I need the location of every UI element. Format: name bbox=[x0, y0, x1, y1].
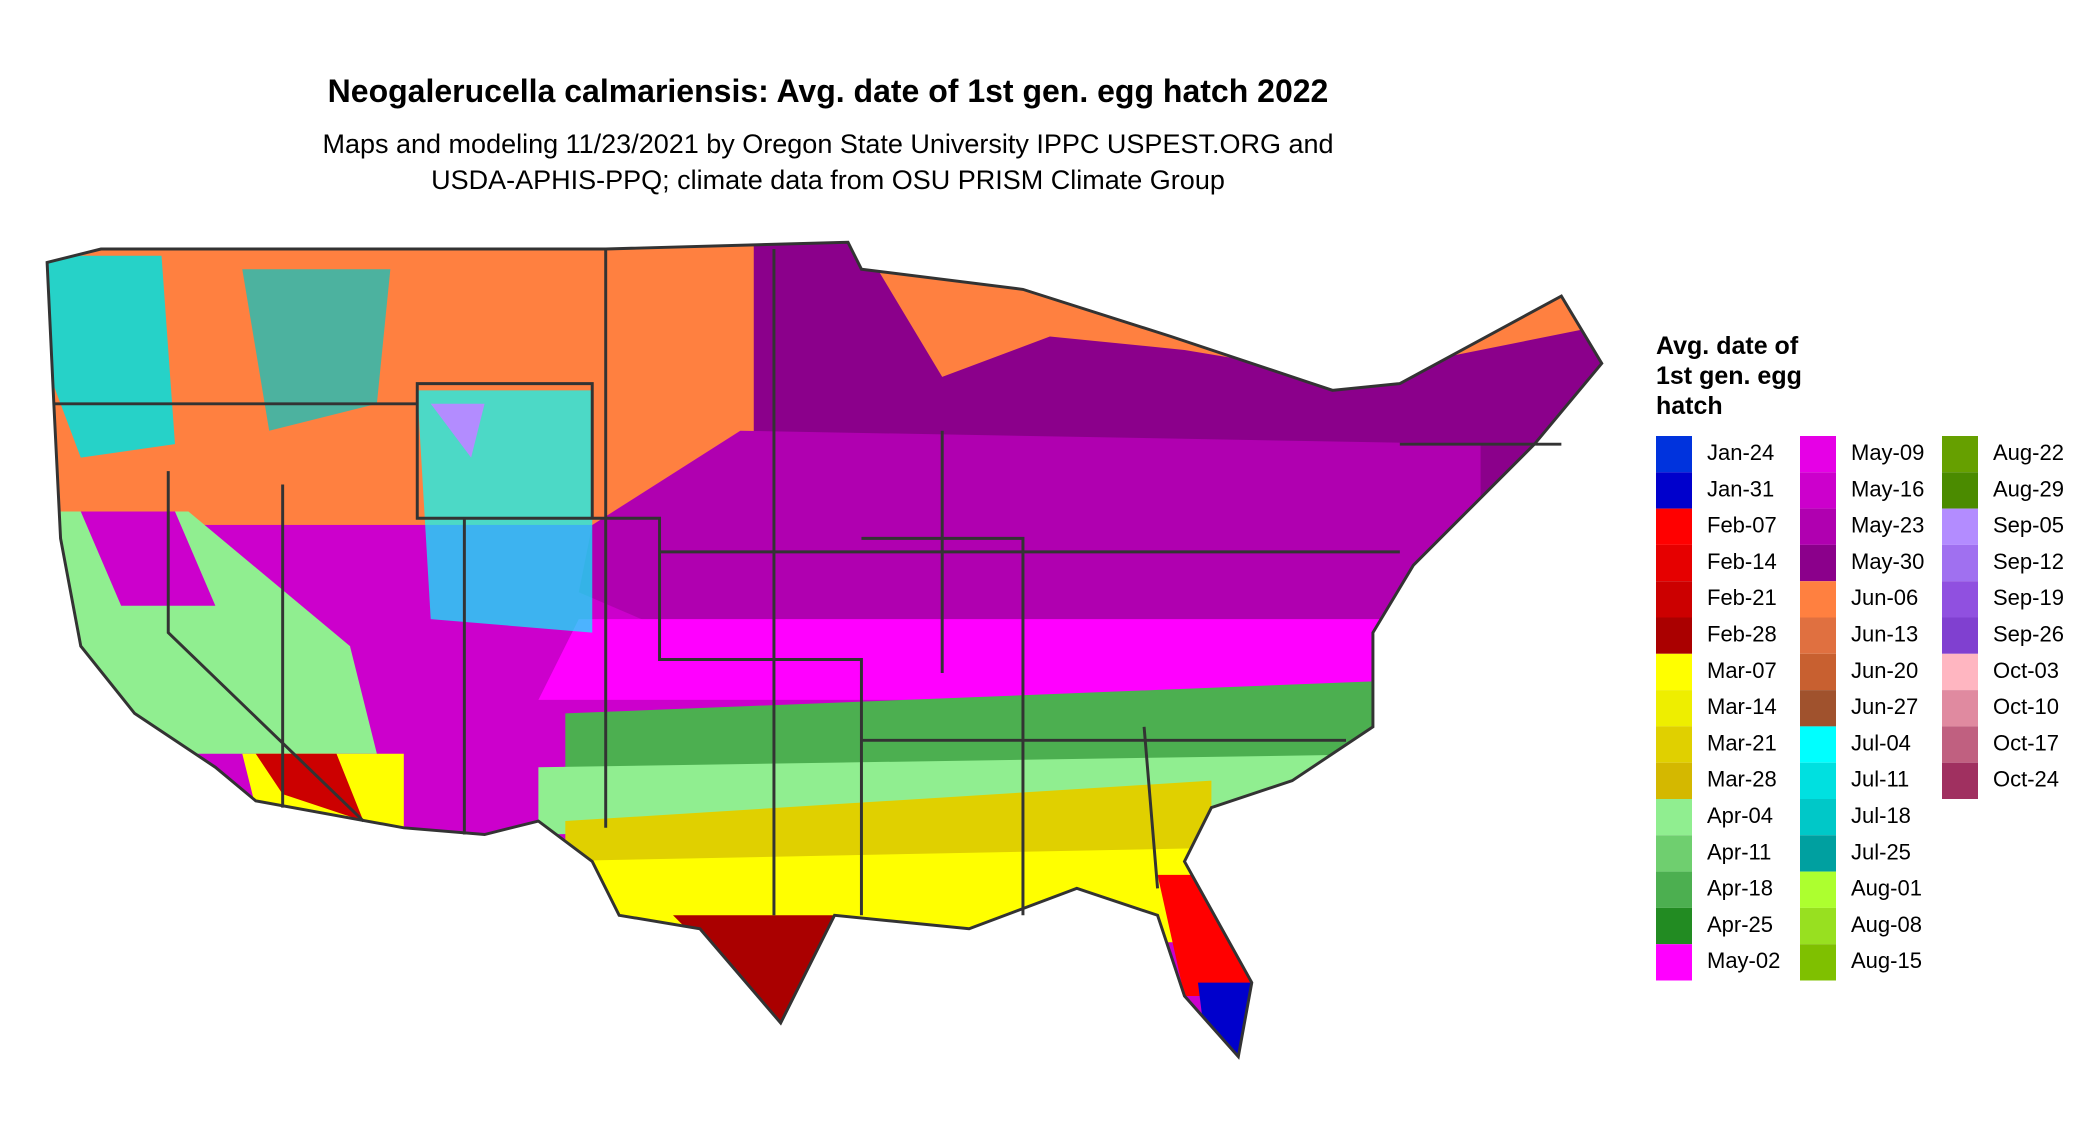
legend-label: May-16 bbox=[1851, 476, 1924, 501]
legend-swatch bbox=[1942, 581, 1978, 618]
legend-swatch bbox=[1942, 436, 1978, 473]
legend-label: Jan-31 bbox=[1707, 476, 1774, 501]
legend-label: Aug-08 bbox=[1851, 912, 1922, 937]
legend-label: Jan-24 bbox=[1707, 440, 1774, 465]
map-subtitle: Maps and modeling 11/23/2021 by Oregon S… bbox=[322, 129, 1333, 159]
legend-swatch bbox=[1656, 726, 1692, 763]
legend-swatch bbox=[1800, 799, 1836, 836]
legend-label: Mar-21 bbox=[1707, 730, 1777, 755]
legend-label: Mar-14 bbox=[1707, 694, 1777, 719]
legend-label: May-09 bbox=[1851, 440, 1924, 465]
legend: Avg. date of 1st gen. egg hatch Jan-24 Ja… bbox=[1656, 332, 2064, 981]
map bbox=[45, 240, 1604, 1060]
map-subtitle: USDA-APHIS-PPQ; climate data from OSU PR… bbox=[431, 165, 1225, 195]
legend-label: May-02 bbox=[1707, 948, 1780, 973]
legend-label: Aug-15 bbox=[1851, 948, 1922, 973]
legend-label: Aug-22 bbox=[1993, 440, 2064, 465]
legend-label: Jun-06 bbox=[1851, 585, 1918, 610]
legend-swatch bbox=[1942, 544, 1978, 582]
legend-swatch bbox=[1800, 871, 1836, 908]
legend-label: Apr-04 bbox=[1707, 803, 1773, 828]
legend-swatch bbox=[1800, 762, 1836, 799]
legend-swatch bbox=[1800, 690, 1836, 727]
legend-swatch bbox=[1942, 472, 1978, 509]
legend-swatch bbox=[1800, 617, 1836, 654]
legend-label: Jun-13 bbox=[1851, 621, 1918, 646]
legend-swatch bbox=[1800, 907, 1836, 945]
legend-label: Oct-17 bbox=[1993, 730, 2059, 755]
state-borders bbox=[45, 240, 1604, 1060]
legend-label: Aug-29 bbox=[1993, 476, 2064, 501]
legend-swatch bbox=[1656, 617, 1692, 654]
legend-swatch bbox=[1942, 690, 1978, 727]
map-fill bbox=[47, 242, 1602, 1057]
legend-label: Sep-12 bbox=[1993, 549, 2064, 574]
legend-swatch bbox=[1942, 617, 1978, 654]
legend-title: 1st gen. egg bbox=[1656, 362, 1802, 390]
legend-swatch bbox=[1800, 835, 1836, 872]
legend-swatch bbox=[1942, 508, 1978, 545]
legend-swatch bbox=[1800, 544, 1836, 582]
legend-label: Jul-25 bbox=[1851, 839, 1911, 864]
legend-label: May-23 bbox=[1851, 513, 1924, 538]
legend-label: Sep-05 bbox=[1993, 513, 2064, 538]
legend-label: Jul-18 bbox=[1851, 803, 1911, 828]
legend-label: Mar-07 bbox=[1707, 658, 1777, 683]
legend-swatch bbox=[1656, 944, 1692, 981]
legend-swatch bbox=[1656, 472, 1692, 509]
legend-label: Mar-28 bbox=[1707, 767, 1777, 792]
legend-swatch bbox=[1800, 726, 1836, 763]
legend-swatch bbox=[1656, 581, 1692, 618]
legend-title: Avg. date of bbox=[1656, 332, 1799, 360]
legend-swatch bbox=[1656, 907, 1692, 945]
legend-swatch bbox=[1656, 835, 1692, 872]
legend-label: Jun-20 bbox=[1851, 658, 1918, 683]
legend-swatch bbox=[1800, 472, 1836, 509]
legend-swatch bbox=[1800, 581, 1836, 618]
legend-swatch bbox=[1656, 799, 1692, 836]
legend-label: Sep-26 bbox=[1993, 621, 2064, 646]
legend-label: May-30 bbox=[1851, 549, 1924, 574]
legend-label: Oct-24 bbox=[1993, 767, 2059, 792]
legend-swatch bbox=[1800, 436, 1836, 473]
legend-label: Apr-11 bbox=[1707, 839, 1771, 864]
legend-label: Aug-01 bbox=[1851, 876, 1922, 901]
legend-swatch bbox=[1942, 653, 1978, 691]
legend-label: Oct-10 bbox=[1993, 694, 2059, 719]
legend-title: hatch bbox=[1656, 392, 1723, 420]
legend-label: Jul-11 bbox=[1851, 767, 1909, 792]
legend-swatch bbox=[1800, 653, 1836, 691]
legend-swatch bbox=[1942, 726, 1978, 763]
legend-label: Apr-25 bbox=[1707, 912, 1773, 937]
legend-label: Apr-18 bbox=[1707, 876, 1773, 901]
legend-label: Feb-14 bbox=[1707, 549, 1777, 574]
legend-swatch bbox=[1800, 508, 1836, 545]
legend-label: Sep-19 bbox=[1993, 585, 2064, 610]
legend-label: Feb-21 bbox=[1707, 585, 1777, 610]
legend-swatch bbox=[1656, 653, 1692, 691]
legend-swatch bbox=[1656, 690, 1692, 727]
legend-label: Feb-07 bbox=[1707, 513, 1777, 538]
legend-swatch bbox=[1656, 508, 1692, 545]
legend-swatch bbox=[1656, 871, 1692, 908]
legend-swatch bbox=[1942, 762, 1978, 799]
legend-swatch bbox=[1656, 762, 1692, 799]
legend-label: Jun-27 bbox=[1851, 694, 1918, 719]
legend-swatch bbox=[1656, 544, 1692, 582]
map-title: Neogalerucella calmariensis: Avg. date o… bbox=[328, 73, 1329, 109]
legend-swatch bbox=[1800, 944, 1836, 981]
legend-swatch bbox=[1656, 436, 1692, 473]
legend-label: Oct-03 bbox=[1993, 658, 2059, 683]
legend-label: Feb-28 bbox=[1707, 621, 1777, 646]
legend-label: Jul-04 bbox=[1851, 730, 1911, 755]
